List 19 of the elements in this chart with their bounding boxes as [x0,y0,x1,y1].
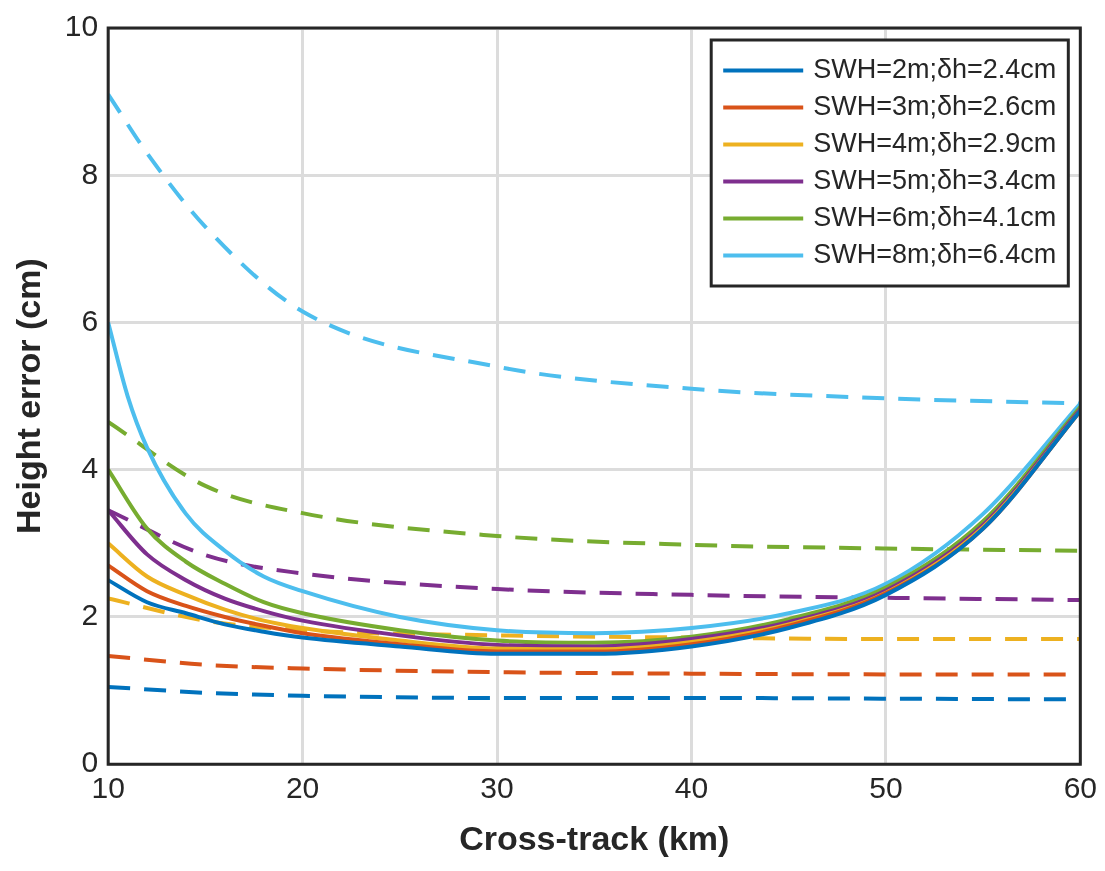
y-tick-label: 2 [81,598,99,632]
y-axis-title: Height error (cm) [8,258,47,535]
y-tick-label: 4 [81,450,99,484]
legend-label: SWH=5m;δh=3.4cm [813,164,1057,195]
x-tick-label: 50 [869,771,903,805]
x-tick-label: 40 [674,771,709,805]
legend-label: SWH=6m;δh=4.1cm [813,201,1057,232]
y-tick-label: 0 [81,745,99,779]
legend-label: SWH=8m;δh=6.4cm [813,238,1057,269]
y-tick-label: 8 [81,156,99,190]
y-tick-label: 6 [81,303,99,337]
y-tick-label: 10 [64,9,99,43]
legend-label: SWH=3m;δh=2.6cm [813,90,1057,121]
x-tick-label: 20 [285,771,320,805]
x-tick-label: 30 [480,771,514,805]
x-axis-title: Cross-track (km) [459,818,730,857]
x-tick-label: 60 [1063,771,1097,805]
legend-label: SWH=2m;δh=2.4cm [813,53,1057,84]
legend-label: SWH=4m;δh=2.9cm [813,127,1057,158]
